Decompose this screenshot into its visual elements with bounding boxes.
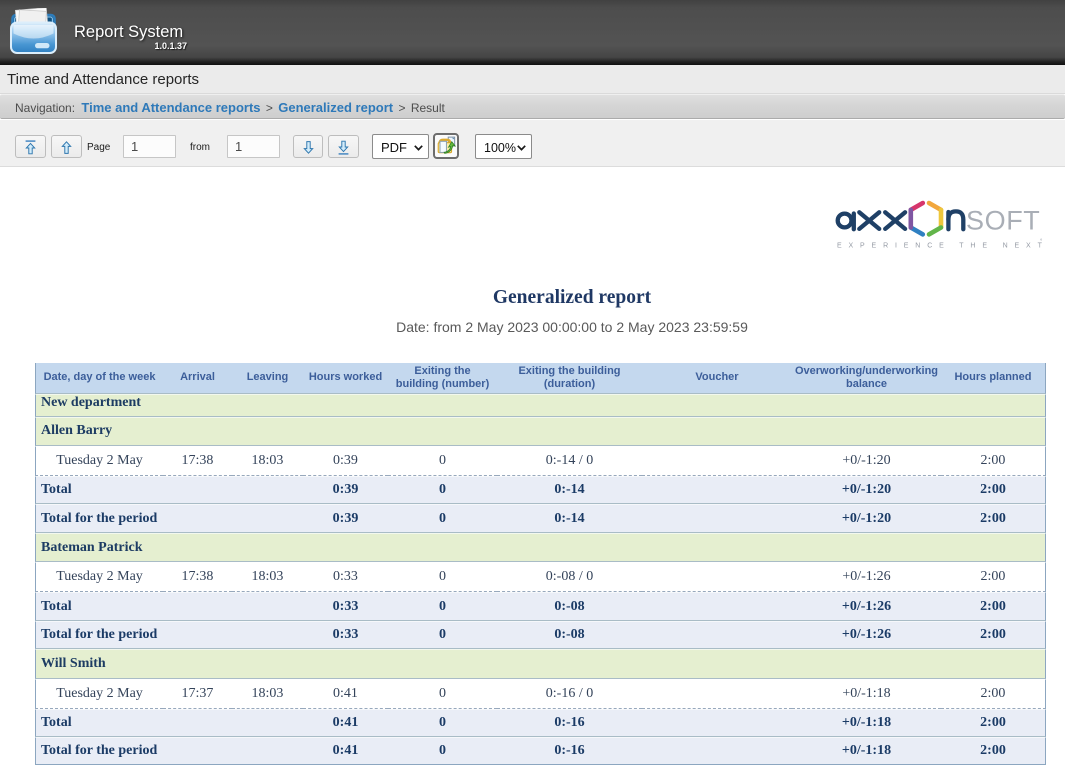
svg-text:EXPERIENCE THE NEXT: EXPERIENCE THE NEXT [837,243,1049,250]
svg-text:SOFT: SOFT [966,206,1040,236]
svg-text:°: ° [1040,239,1043,245]
